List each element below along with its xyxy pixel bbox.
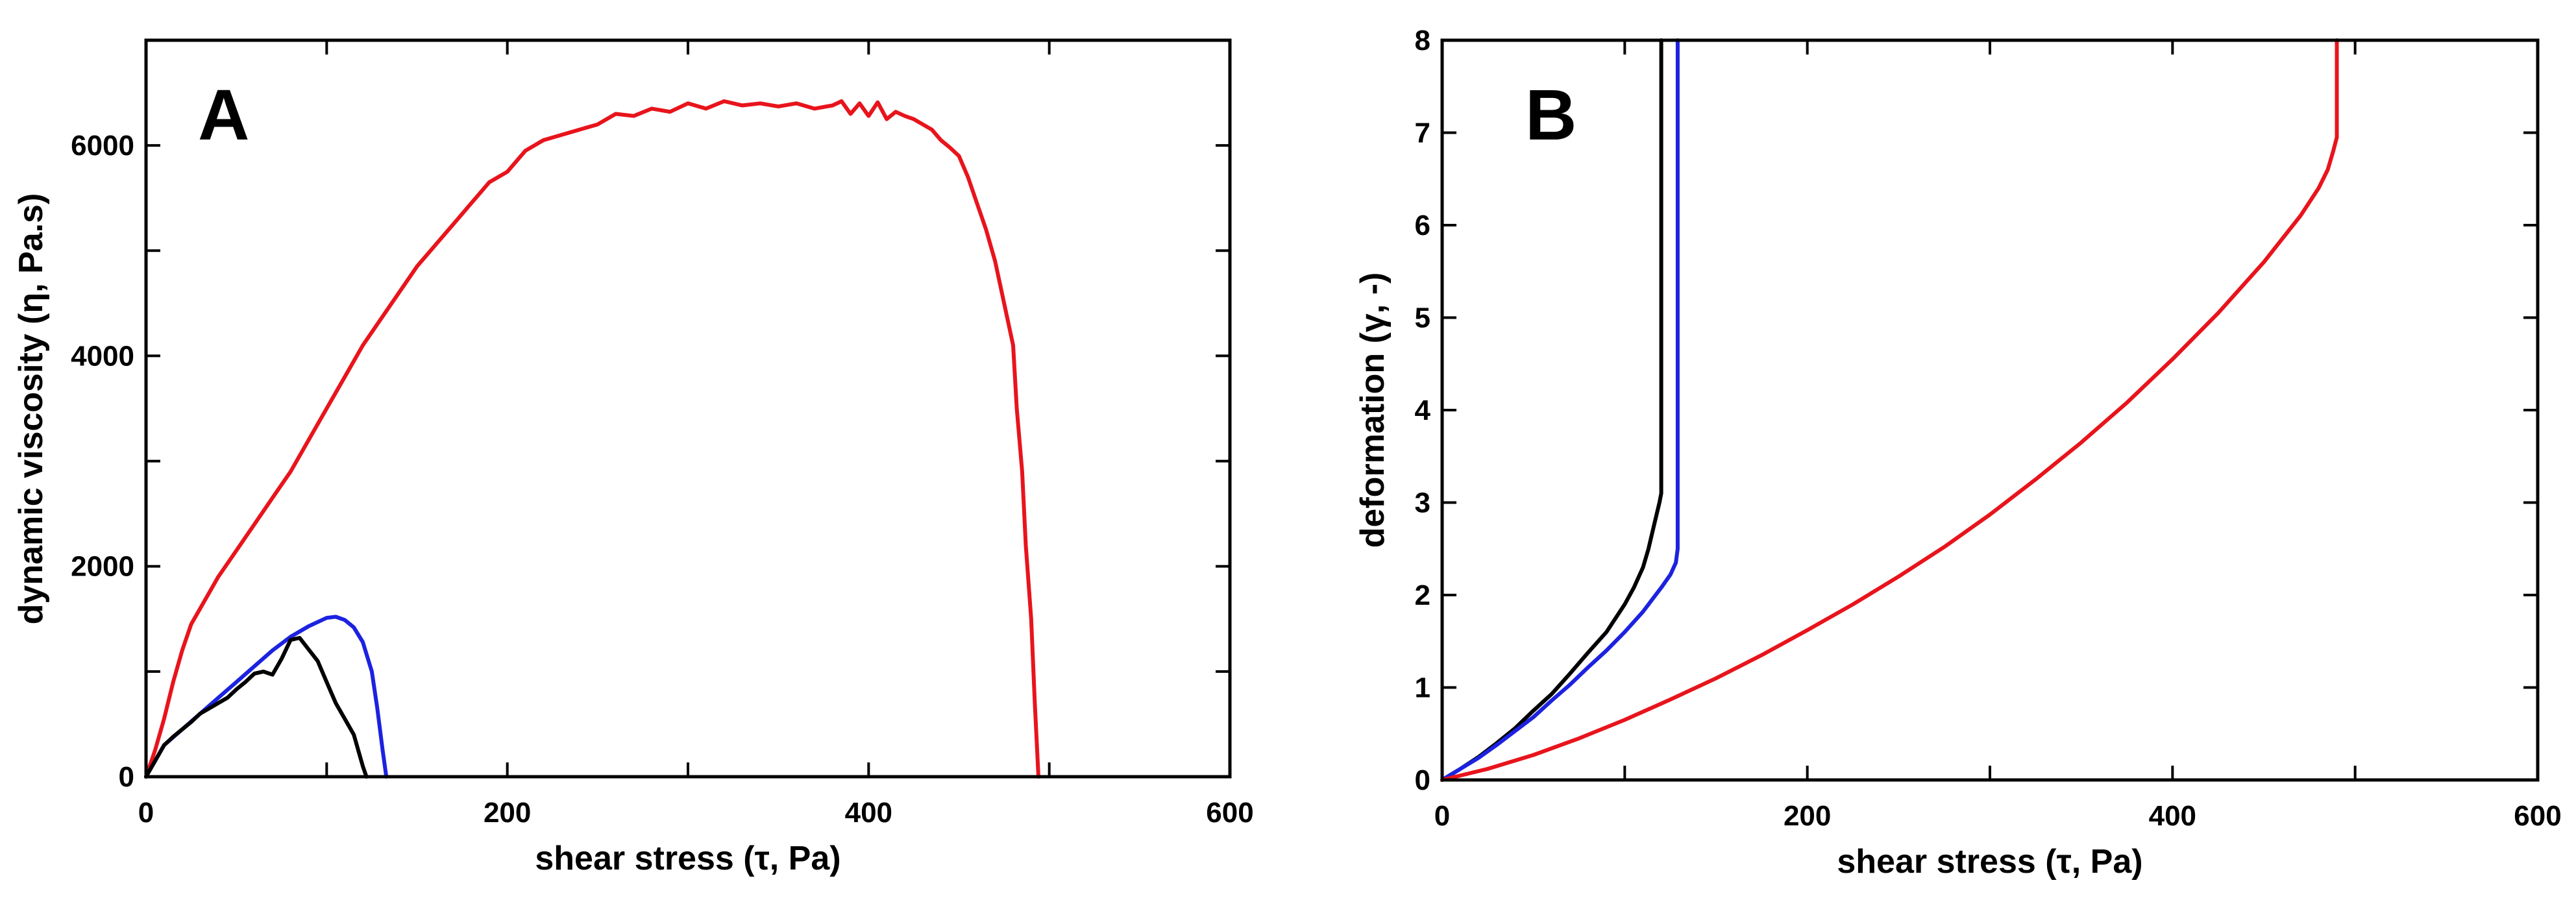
panel-a-y-tick-label: 4000: [71, 340, 134, 372]
panel-b-x-tick-label: 200: [1784, 800, 1831, 832]
panel-b-series-blue-line: [1440, 38, 1680, 782]
panel-b-y-tick-label: 3: [1415, 487, 1430, 519]
panel-a-series-layer: [144, 99, 1040, 779]
panel-a-x-tick-label: 600: [1206, 797, 1253, 829]
panel-b-y-axis-label: deformation (γ, -): [1354, 273, 1392, 548]
panel-b-y-tick-label: 5: [1415, 302, 1430, 334]
panel-a-series-black-line: [144, 636, 369, 779]
panel-b-chart: 0 200 400 600 0 1 2 3 4 5 6 7 8 B shear stress (τ, P…: [1354, 25, 2562, 881]
panel-a-y-tick-label: 0: [119, 761, 134, 793]
panel-b-plot-frame: [1440, 38, 2540, 782]
panel-a-x-tick-label: 400: [845, 797, 892, 829]
panel-b-series-layer: [1440, 38, 2339, 782]
panel-a-series-red-line: [144, 99, 1040, 779]
panel-a-y-axis-label: dynamic viscosity (η, Pa.s): [12, 193, 50, 625]
panel-b-y-tick-label: 7: [1415, 117, 1430, 149]
panel-b-y-tick-label: 8: [1415, 25, 1430, 56]
panel-a-y-tick-label: 6000: [71, 130, 134, 162]
panel-a-plot-frame: [144, 38, 1232, 779]
panel-a-x-axis-label: shear stress (τ, Pa): [535, 840, 840, 877]
panel-b-y-tick-label: 1: [1415, 672, 1430, 704]
panel-b-x-axis-label: shear stress (τ, Pa): [1837, 843, 2142, 881]
panel-b-x-tick-label: 400: [2149, 800, 2196, 832]
panel-b-y-tick-label: 6: [1415, 210, 1430, 241]
panel-a-letter: A: [198, 75, 249, 155]
panel-a-y-tick-label: 2000: [71, 551, 134, 583]
panel-b-series-red-line: [1440, 38, 2339, 782]
panel-b-x-tick-label: 600: [2514, 800, 2561, 832]
panel-b-y-tick-label: 4: [1415, 395, 1431, 426]
panel-b-y-tick-label: 0: [1415, 764, 1430, 796]
panel-a-x-tick-label: 0: [138, 797, 154, 829]
panel-b-letter: B: [1525, 75, 1576, 155]
panel-a-x-tick-label: 200: [484, 797, 531, 829]
panel-b-x-tick-label: 0: [1434, 800, 1450, 832]
panel-b-y-tick-label: 2: [1415, 579, 1430, 611]
